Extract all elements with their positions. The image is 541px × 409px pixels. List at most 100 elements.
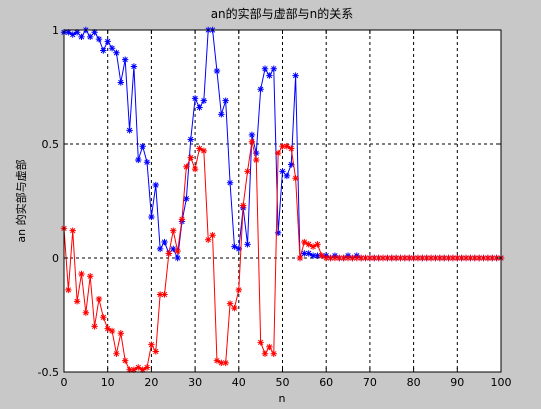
data-point-marker xyxy=(196,145,203,152)
x-tick-label: 90 xyxy=(450,376,464,389)
data-point-marker xyxy=(139,143,146,150)
data-point-marker xyxy=(156,291,164,298)
data-point-marker xyxy=(218,111,225,118)
data-point-marker xyxy=(458,254,465,262)
data-point-marker xyxy=(161,291,168,298)
data-point-marker xyxy=(191,165,199,173)
data-point-marker xyxy=(121,56,129,63)
data-point-marker xyxy=(283,172,291,180)
data-point-marker xyxy=(327,254,334,262)
data-point-marker xyxy=(121,357,129,364)
data-point-marker xyxy=(344,254,352,262)
x-tick-label: 20 xyxy=(144,376,158,389)
data-point-marker xyxy=(288,161,295,168)
data-point-marker xyxy=(191,95,199,102)
data-point-marker xyxy=(475,254,483,262)
data-point-marker xyxy=(104,38,111,45)
data-point-marker xyxy=(148,213,155,221)
data-point-marker xyxy=(226,179,234,186)
data-point-marker xyxy=(69,31,76,38)
x-tick-label: 60 xyxy=(319,376,333,389)
data-point-marker xyxy=(340,254,347,262)
data-point-marker xyxy=(318,252,326,259)
data-point-marker xyxy=(117,330,125,337)
data-point-marker xyxy=(274,229,282,237)
data-point-marker xyxy=(69,227,76,234)
data-point-marker xyxy=(100,47,107,54)
data-point-marker xyxy=(301,238,308,246)
data-point-marker xyxy=(209,232,216,239)
data-point-marker xyxy=(274,149,282,157)
data-point-marker xyxy=(440,254,448,262)
data-point-marker xyxy=(471,254,478,262)
y-tick-label: -0.5 xyxy=(38,366,59,379)
data-point-marker xyxy=(257,339,264,346)
data-point-marker xyxy=(73,298,81,305)
data-point-marker xyxy=(174,247,181,255)
data-point-marker xyxy=(248,138,256,145)
data-point-marker xyxy=(91,29,98,36)
data-point-marker xyxy=(445,254,452,262)
data-point-marker xyxy=(305,250,312,257)
y-tick-label: 0.5 xyxy=(42,138,60,151)
data-point-marker xyxy=(200,97,208,104)
x-tick-label: 0 xyxy=(61,376,68,389)
x-axis-label: n xyxy=(279,392,286,405)
data-point-marker xyxy=(139,366,146,373)
data-point-marker xyxy=(143,159,151,166)
data-point-marker xyxy=(161,238,168,246)
data-point-marker xyxy=(78,33,85,41)
data-point-marker xyxy=(226,300,234,307)
data-point-marker xyxy=(87,273,94,280)
data-point-marker xyxy=(148,341,155,348)
data-point-marker xyxy=(196,104,203,111)
data-point-marker xyxy=(135,156,142,164)
data-point-marker xyxy=(331,254,339,262)
data-point-marker xyxy=(65,29,72,36)
y-tick-label: 0 xyxy=(52,252,59,265)
data-point-marker xyxy=(296,254,304,262)
data-point-marker xyxy=(270,350,277,357)
data-point-marker xyxy=(178,216,186,223)
data-point-marker xyxy=(314,252,321,259)
data-point-marker xyxy=(406,254,413,262)
data-point-marker xyxy=(100,314,107,321)
data-point-marker xyxy=(104,325,111,332)
data-point-marker xyxy=(366,254,374,262)
data-point-marker xyxy=(187,154,194,161)
data-point-marker xyxy=(305,241,312,248)
data-point-marker xyxy=(489,254,496,262)
data-point-marker xyxy=(401,254,409,262)
data-point-marker xyxy=(253,156,260,164)
x-tick-label: 10 xyxy=(101,376,115,389)
data-series xyxy=(60,26,505,373)
data-point-marker xyxy=(231,243,238,250)
data-point-marker xyxy=(266,72,273,79)
x-tick-label: 100 xyxy=(491,376,512,389)
data-point-marker xyxy=(82,309,90,316)
data-point-marker xyxy=(462,254,470,262)
data-point-marker xyxy=(419,254,426,262)
data-point-marker xyxy=(73,29,81,36)
data-point-marker xyxy=(261,65,269,72)
data-point-marker xyxy=(292,175,299,182)
data-point-marker xyxy=(261,350,269,357)
data-point-marker xyxy=(95,295,103,303)
data-point-marker xyxy=(200,147,208,155)
data-point-marker xyxy=(187,136,194,143)
data-point-marker xyxy=(371,254,378,262)
data-point-marker xyxy=(257,86,264,93)
data-point-marker xyxy=(183,163,190,170)
data-point-marker xyxy=(156,245,164,253)
axis-ticks: 0 10 20 30 40 50 60 70 80 90 100-0.500.51 xyxy=(38,24,512,389)
data-point-marker xyxy=(270,65,277,72)
data-point-marker xyxy=(362,254,369,262)
data-point-marker xyxy=(423,254,430,262)
data-point-marker xyxy=(174,254,181,262)
x-tick-label: 70 xyxy=(363,376,377,389)
data-point-marker xyxy=(336,254,343,262)
data-point-marker xyxy=(235,286,242,294)
data-point-marker xyxy=(126,366,133,373)
data-point-marker xyxy=(266,343,273,351)
data-point-marker xyxy=(205,236,212,243)
